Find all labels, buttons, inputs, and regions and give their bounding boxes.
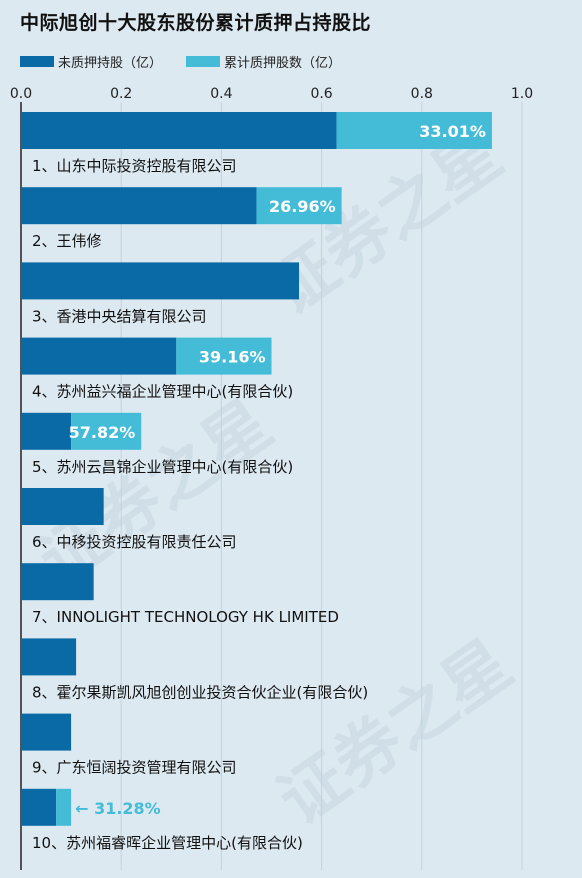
pledge-ratio-label: 57.82% <box>69 423 136 442</box>
legend-label-unpledged: 未质押持股（亿） <box>58 56 163 71</box>
legend: 未质押持股（亿） 累计质押股数（亿） <box>20 52 365 71</box>
category-label: 6、中移投资控股有限责任公司 <box>32 533 237 551</box>
bar-unpledged <box>21 412 72 450</box>
bar-unpledged <box>21 713 72 751</box>
category-label: 10、苏州福睿晖企业管理中心(有限合伙) <box>32 834 303 852</box>
bar-unpledged <box>21 337 177 375</box>
category-label: 7、INNOLIGHT TECHNOLOGY HK LIMITED <box>32 608 339 626</box>
bar-pledged <box>256 187 342 225</box>
pledge-ratio-label: ← 31.28% <box>75 799 161 818</box>
legend-item-pledged: 累计质押股数（亿） <box>186 52 341 71</box>
legend-label-pledged: 累计质押股数（亿） <box>224 56 342 71</box>
bar-pledged <box>336 112 492 149</box>
chart-title: 中际旭创十大股东股份累计质押占持股比 <box>20 12 372 34</box>
category-label: 3、香港中央结算有限公司 <box>32 307 207 325</box>
pledge-ratio-label: 39.16% <box>199 348 266 367</box>
legend-swatch-pledged <box>186 56 221 67</box>
legend-item-unpledged: 未质押持股（亿） <box>20 52 162 71</box>
bar-unpledged <box>21 488 104 525</box>
pledge-ratio-label: 33.01% <box>419 122 486 141</box>
x-tick-label: 0.6 <box>310 86 332 102</box>
bar-unpledged <box>21 187 257 225</box>
x-tick-label: 0.4 <box>210 86 232 102</box>
bar-pledged <box>176 337 272 375</box>
category-label: 5、苏州云昌锦企业管理中心(有限合伙) <box>32 458 293 476</box>
bar-pledged <box>71 412 142 450</box>
x-tick-label: 0.2 <box>110 86 132 102</box>
category-label: 2、王伟修 <box>32 232 102 250</box>
x-tick-label: 0.8 <box>411 86 433 102</box>
category-label: 1、山东中际投资控股有限公司 <box>32 157 237 175</box>
category-label: 9、广东恒阔投资管理有限公司 <box>32 759 237 777</box>
bar-unpledged <box>21 112 337 149</box>
category-label: 4、苏州益兴福企业管理中心(有限合伙) <box>32 383 293 401</box>
x-tick-label: 0.0 <box>10 86 32 102</box>
legend-swatch-unpledged <box>20 56 54 67</box>
bar-unpledged <box>21 788 57 826</box>
pledge-ratio-label: 26.96% <box>269 197 336 216</box>
x-tick-label: 1.0 <box>511 86 533 102</box>
bar-pledged <box>56 788 72 826</box>
bar-unpledged <box>21 262 300 300</box>
bar-unpledged <box>21 638 77 676</box>
bar-unpledged <box>21 563 94 601</box>
category-label: 8、霍尔果斯凯风旭创创业投资合伙企业(有限合伙) <box>32 683 368 701</box>
